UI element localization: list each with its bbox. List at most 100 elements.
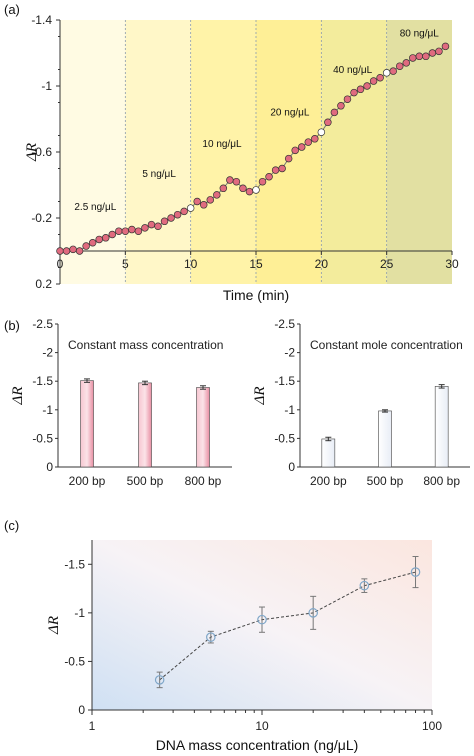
data-point [167,214,175,222]
data-point [75,247,84,255]
panel-a-letter: (a) [4,2,20,17]
data-point [147,220,156,229]
data-point-open [382,69,391,77]
x-tick-label: 10 [184,257,198,271]
data-point [193,197,201,206]
data-point [82,242,90,250]
x-tick-label: 15 [249,257,263,271]
data-point [121,227,130,235]
category-label: 500 bp [367,474,404,488]
x-tick-label: 100 [422,719,442,733]
data-point [245,187,254,196]
series-line [159,571,416,681]
y-tick-label: -0.5 [274,431,295,445]
data-point [265,173,273,181]
y-tick-label: -1.5 [274,374,295,388]
concentration-label: 80 ng/μL [400,29,440,40]
concentration-label: 2.5 ng/μL [74,202,116,213]
panel-b-mole-chart: 0 -0.5 -1 -1.5 -2 -2.5 ΔR Constant mole concent… [252,317,470,488]
bar [434,386,449,468]
y-tick-label: -1.5 [32,374,53,388]
panel-a-axes: 0 5 10 15 20 25 30 -1.4 -1 -0.6 -0.2 0.2 Time (min) Δ… [24,13,459,303]
data-point [271,166,280,174]
data-point [173,210,182,219]
y-tick-label: 0.2 [35,277,52,291]
bar [80,380,94,468]
y-tick-label: -2 [42,346,53,360]
category-label: 200 bp [310,474,347,488]
y-tick-label: -1 [41,79,52,93]
data-point [284,154,293,163]
y-axis-title: ΔR [10,387,26,406]
data-point [410,567,421,577]
data-point [154,675,165,685]
y-tick-label: 0 [78,703,85,717]
bar [138,382,152,468]
panel-a-segment-backgrounds [60,20,452,284]
data-point [160,217,169,226]
y-tick-label: 0 [46,460,53,474]
data-point [206,196,215,204]
data-point [154,222,162,231]
x-tick-label: 10 [255,719,269,733]
y-tick-label: -1 [42,403,53,417]
y-tick-label: -2.5 [32,317,53,331]
data-point [213,191,221,199]
y-tick-label: 0 [288,460,295,474]
data-point [258,177,267,186]
y-tick-label: -2.5 [274,317,295,331]
y-axis-title: ΔR [252,387,268,406]
x-tick-label: 1 [89,719,96,733]
data-point [141,224,149,232]
x-tick-label: 0 [57,257,64,271]
data-point [232,177,241,186]
panel-b-mass-chart: 0 -0.5 -1 -1.5 -2 -2.5 ΔR Constant mass concent… [10,317,232,488]
data-point [356,85,365,94]
data-point [226,176,234,184]
bar [196,387,210,468]
concentration-label: 5 ng/μL [142,169,176,180]
data-point [415,52,424,61]
data-point [115,227,123,235]
category-label: 800 bp [423,474,460,488]
x-axis-title: DNA mass concentration (ng/μL) [156,737,359,753]
data-point [337,102,345,110]
data-point [257,614,267,625]
data-point [69,245,77,254]
bar [378,410,392,468]
panel-a-segment-dividers [124,20,388,284]
data-point-open [186,204,195,212]
category-label: 200 bp [69,474,106,488]
data-point [180,207,188,216]
concentration-label: 10 ng/μL [202,139,242,150]
data-point [343,95,352,103]
data-point [376,73,384,82]
data-point [128,225,136,234]
y-axis-title: ΔR [24,143,40,162]
data-point [409,54,417,62]
y-tick-label: -0.2 [31,211,52,225]
segment-background [321,20,387,284]
y-tick-label: -0.6 [31,145,52,159]
data-point [199,201,208,209]
segment-background [125,20,191,284]
y-tick-label: -2 [284,346,295,360]
data-point [350,88,358,97]
y-tick-label: -1.5 [64,557,85,571]
data-point [402,59,411,67]
category-label: 500 bp [127,474,164,488]
data-point-open [252,186,260,194]
y-tick-label: -1.4 [31,13,52,27]
data-point [278,164,286,173]
data-point [206,632,216,642]
data-point [62,247,71,255]
data-point [441,42,450,51]
segment-background [256,20,322,284]
y-tick-label: -1 [74,606,85,620]
x-tick-label: 30 [445,257,459,271]
concentration-label: 40 ng/μL [333,65,373,76]
panel-a-concentration-labels: 2.5 ng/μL 5 ng/μL 10 ng/μL 20 ng/μL 40 ng/μL… [74,29,439,213]
data-point [239,184,247,193]
panel-c-letter: (c) [4,518,19,533]
